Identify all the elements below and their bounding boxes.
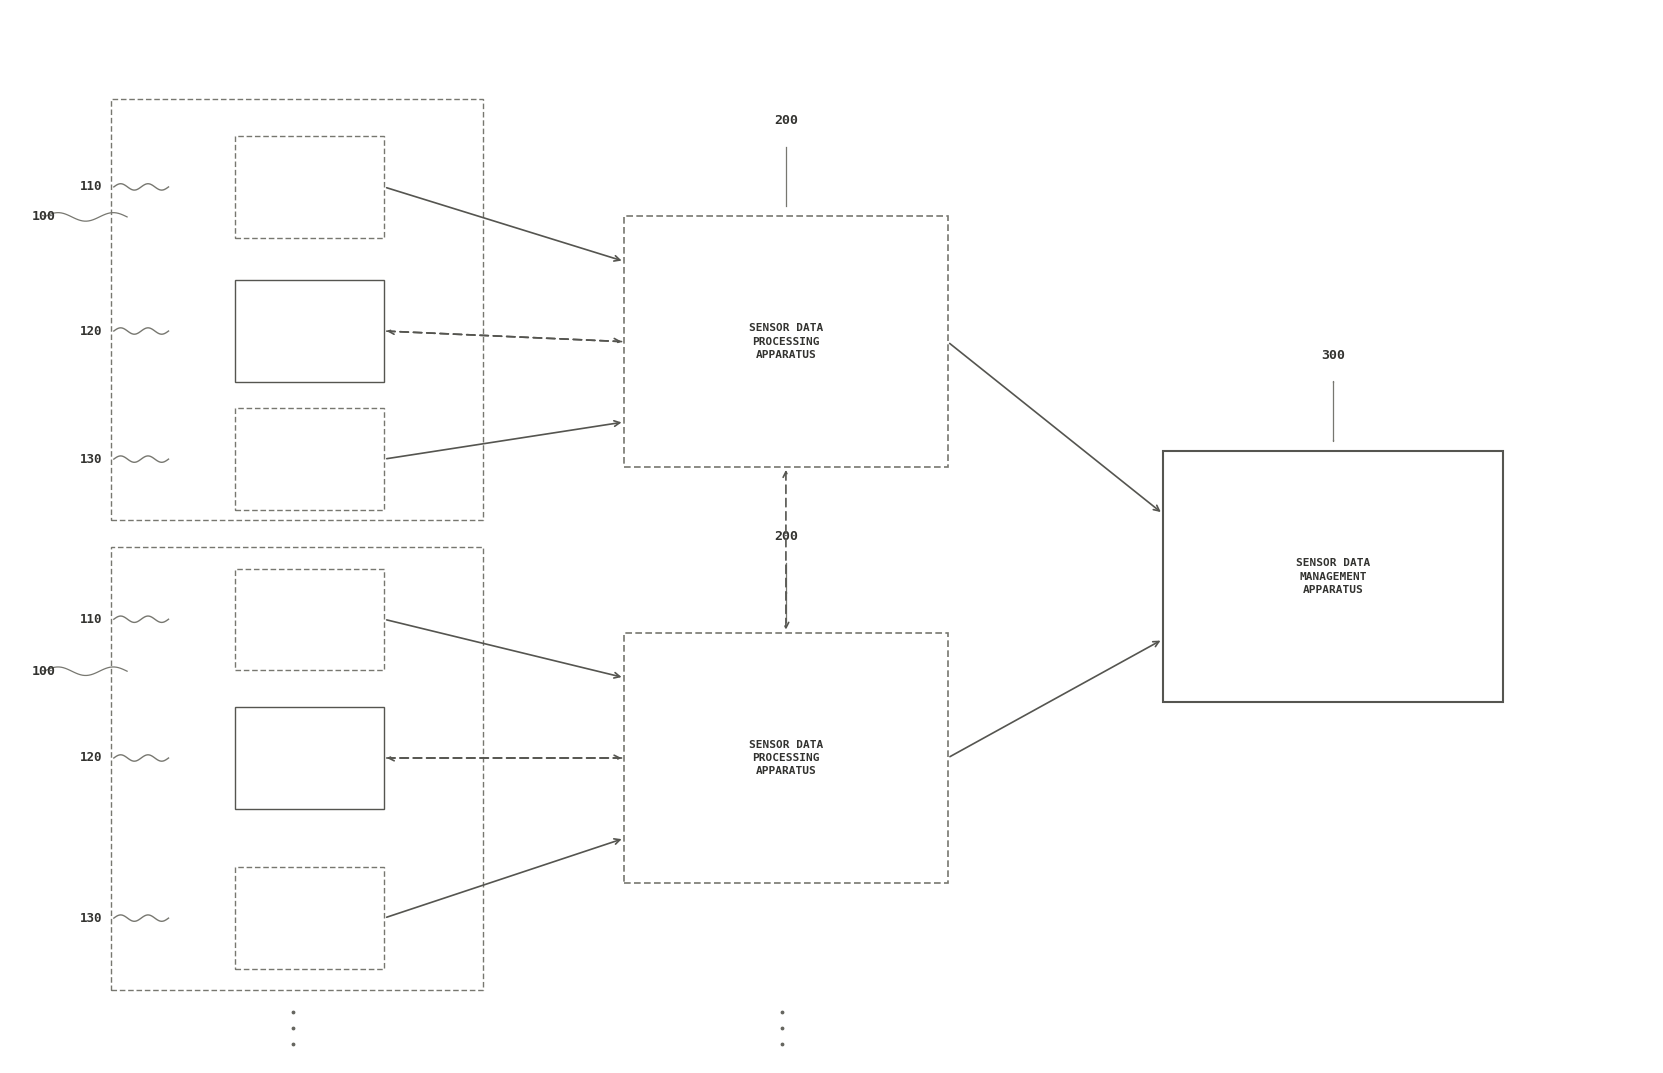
Bar [1162, 451, 1503, 702]
Text: 120: 120 [80, 324, 101, 338]
Bar [234, 867, 384, 969]
Text: SENSOR DATA
PROCESSING
APPARATUS: SENSOR DATA PROCESSING APPARATUS [748, 323, 823, 359]
Text: 200: 200 [773, 530, 798, 543]
Bar [234, 136, 384, 237]
Text: 200: 200 [773, 114, 798, 127]
Text: 100: 100 [32, 210, 57, 223]
Text: 100: 100 [32, 664, 57, 678]
Text: 130: 130 [80, 912, 101, 925]
Text: SENSOR DATA
PROCESSING
APPARATUS: SENSOR DATA PROCESSING APPARATUS [748, 739, 823, 776]
Text: 110: 110 [80, 180, 101, 193]
Text: SENSOR DATA
MANAGEMENT
APPARATUS: SENSOR DATA MANAGEMENT APPARATUS [1295, 558, 1370, 594]
Text: 110: 110 [80, 613, 101, 626]
Bar [234, 409, 384, 510]
Bar [234, 569, 384, 670]
Text: 120: 120 [80, 751, 101, 764]
Bar [624, 217, 948, 467]
Text: 130: 130 [80, 453, 101, 466]
Bar [234, 280, 384, 382]
Bar [624, 633, 948, 883]
Bar [110, 99, 484, 520]
Text: 300: 300 [1320, 349, 1345, 362]
Bar [234, 707, 384, 809]
Bar [110, 547, 484, 990]
